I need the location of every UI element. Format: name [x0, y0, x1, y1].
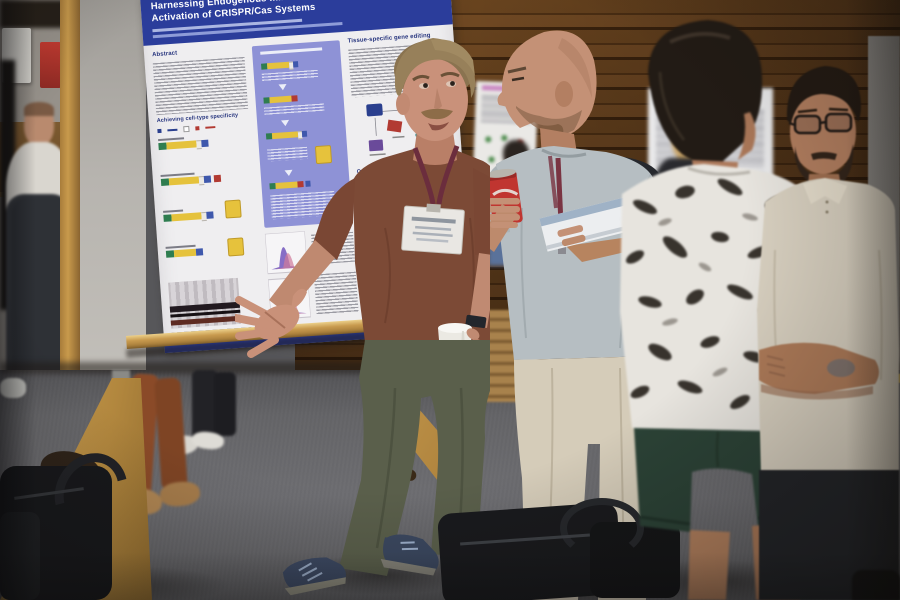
attendee-head-profile [497, 30, 597, 138]
construct-label [163, 209, 184, 213]
floor-backpack-left [0, 439, 142, 600]
construct-row-2 [160, 171, 222, 186]
presenter-name-badge [401, 203, 465, 255]
construct-row-1 [158, 136, 209, 151]
polo-shirt [757, 178, 899, 474]
legend-red-square [195, 125, 200, 130]
bg-man-hair [24, 102, 54, 116]
construct-row-3 [163, 207, 214, 222]
legend-navy-square [157, 128, 162, 133]
presenter-head [394, 38, 476, 141]
legend-navy-dash [167, 128, 178, 131]
poster-abstract-text [152, 56, 249, 116]
forearm-tattoo [827, 359, 855, 377]
attendee-arms-crossed [757, 66, 899, 600]
gel-blot-panel [168, 277, 242, 329]
backpack-left-lump [0, 512, 40, 600]
construct-row-4 [165, 244, 204, 258]
legend-red-dash [205, 125, 216, 129]
floor-dark-corner-right [852, 570, 900, 600]
presenter-right-shoe [380, 534, 439, 576]
fire-alarm [40, 42, 61, 88]
presenter-left-arm [269, 178, 355, 314]
walker-head [648, 20, 763, 163]
legend-white-square [183, 125, 190, 132]
presenter-left-shoe [282, 557, 346, 596]
walker-left-leg [688, 530, 730, 600]
bg-black-legging2 [214, 372, 236, 436]
